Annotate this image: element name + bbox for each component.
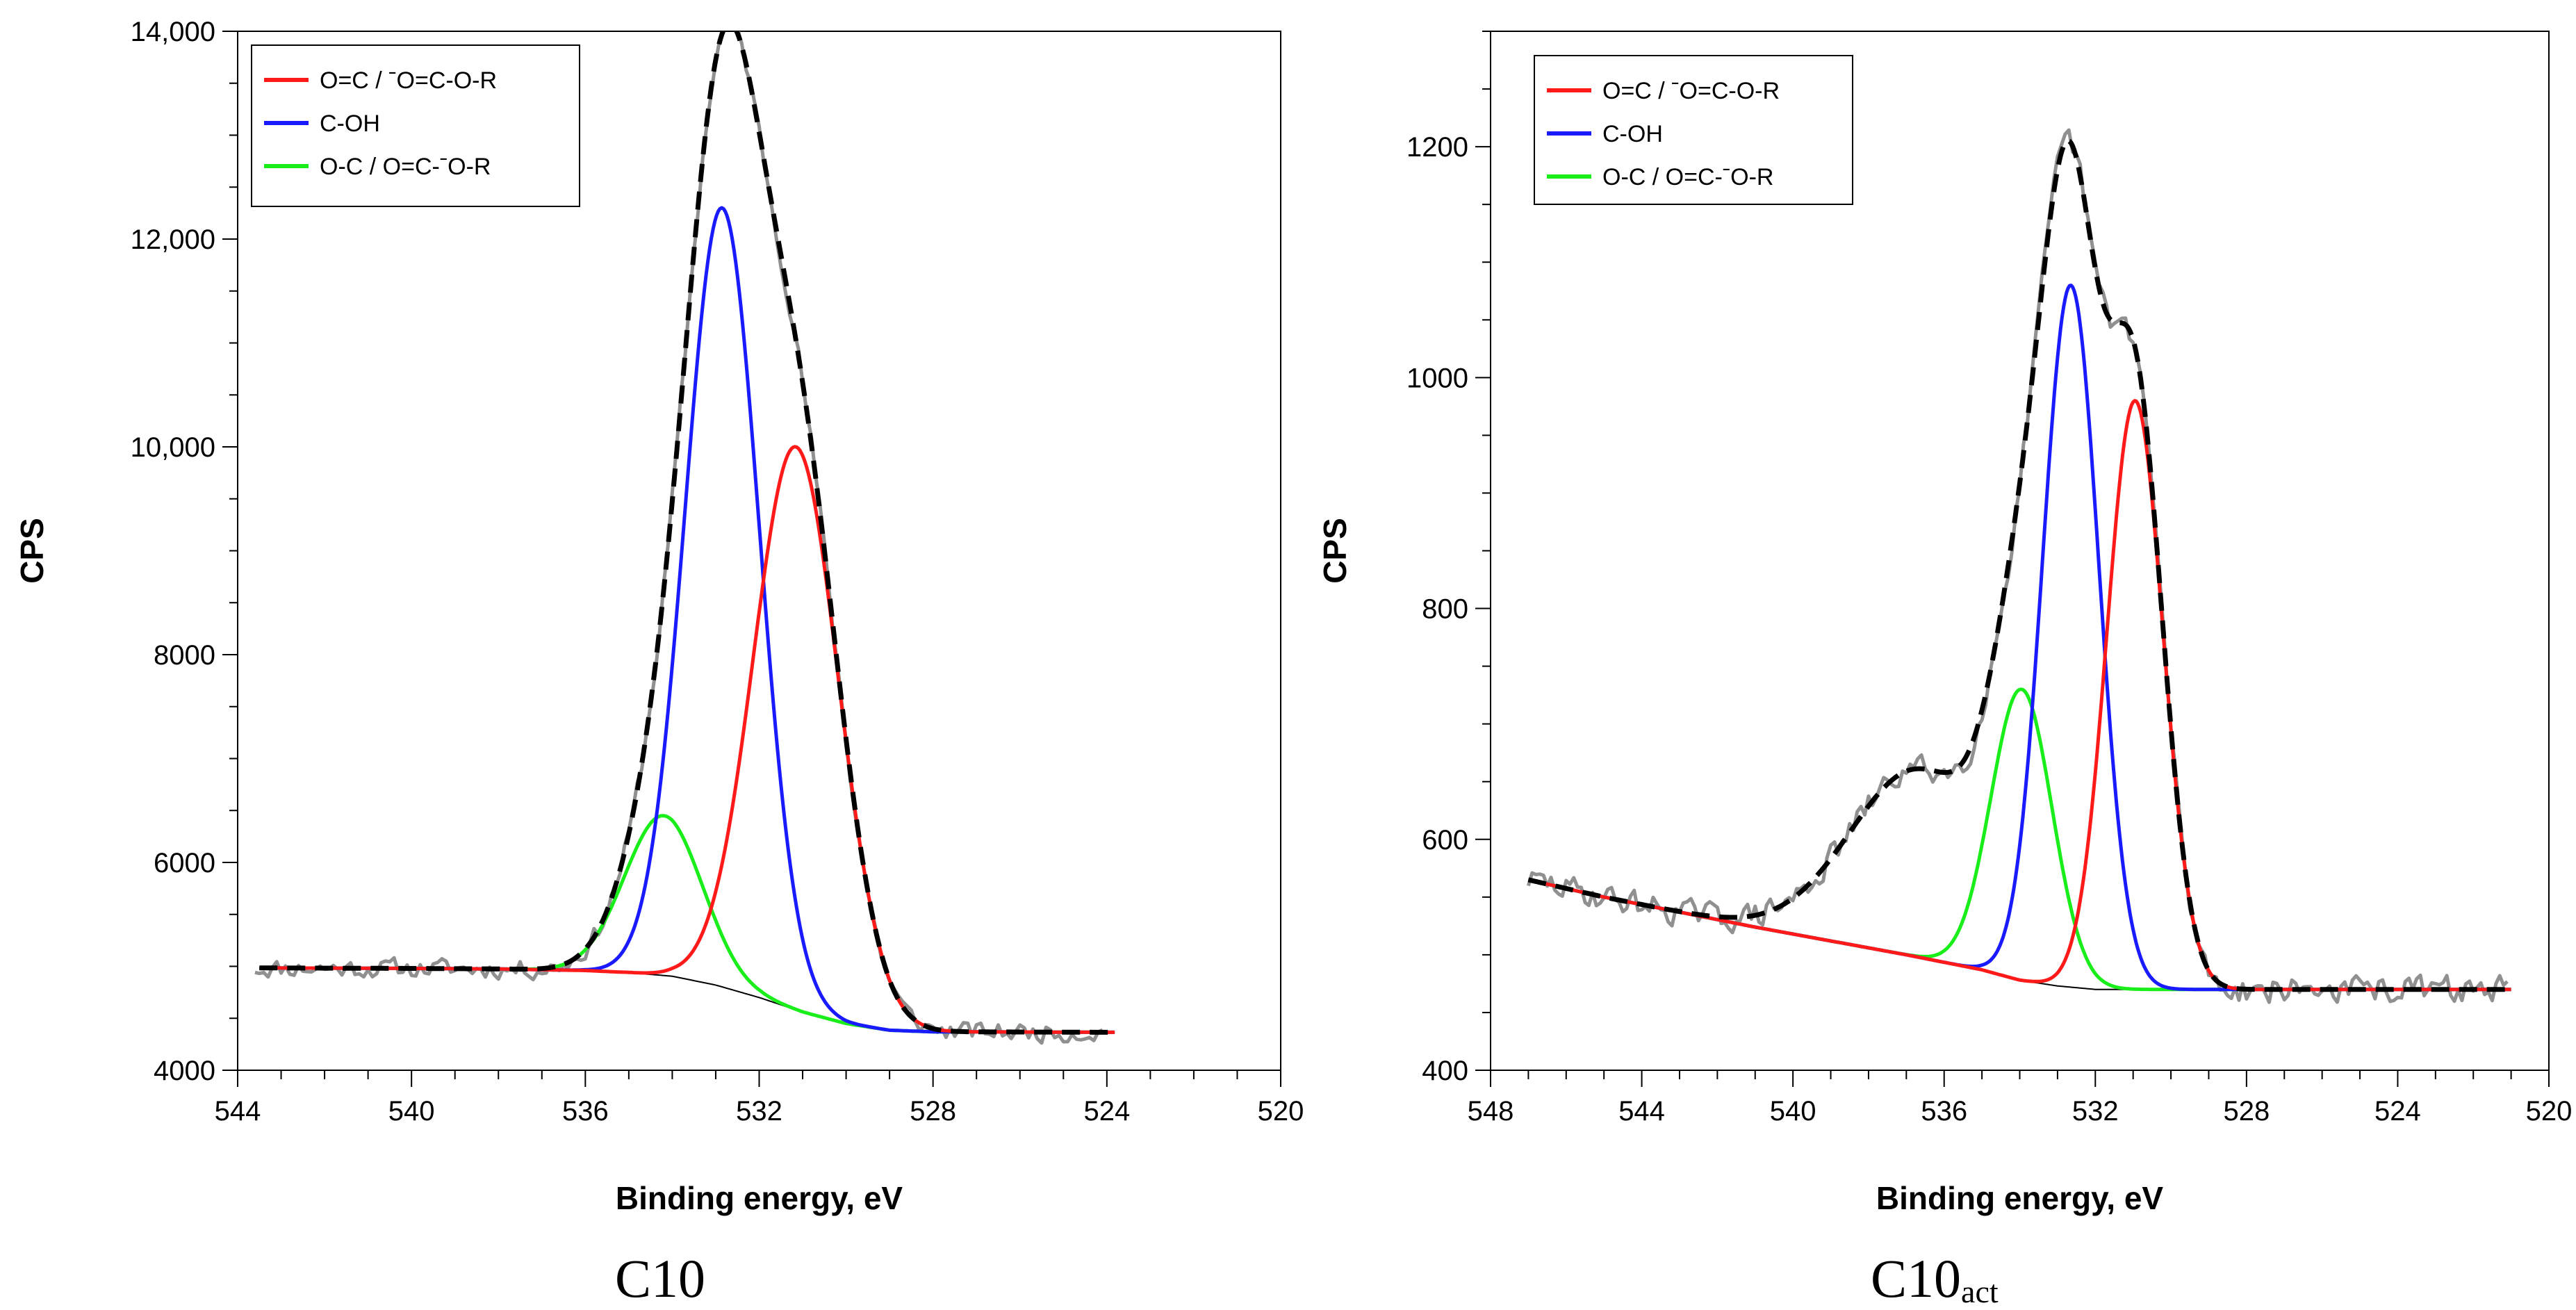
envelope-line-c10 xyxy=(259,31,1116,1035)
legend-label-c10-2: O-C / O=C-ˉO-R xyxy=(320,154,491,180)
y-tick-label-c10: 12,000 xyxy=(131,224,215,255)
x-tick-label-c10act: 536 xyxy=(1921,1096,1967,1127)
x-tick-label-c10: 520 xyxy=(1258,1096,1304,1127)
y-tick-label-c10act: 800 xyxy=(1422,594,1468,625)
x-axis-label-c10act: Binding energy, eV xyxy=(1876,1180,2164,1216)
legend-box-c10act xyxy=(1534,55,1853,205)
panel-caption-c10act-text: C10 xyxy=(1871,1248,1962,1309)
y-tick-label-c10: 4000 xyxy=(154,1056,215,1086)
panel-caption-c10act: C10act xyxy=(1871,1247,1999,1310)
x-tick-label-c10: 540 xyxy=(388,1096,435,1127)
y-tick-label-c10: 10,000 xyxy=(131,432,215,463)
x-tick-label-c10act: 528 xyxy=(2223,1096,2270,1127)
legend-label-c10-0: O=C / ˉO=C-O-R xyxy=(320,67,497,94)
series-line-c10act-1 xyxy=(1527,284,2511,992)
chart-panel-c10: 4000 6000 8000 10,000 12,000 14,000 544 540 536 5… xyxy=(14,17,1304,1216)
y-axis-label-c10: CPS xyxy=(14,518,50,584)
background-line-c10act xyxy=(1528,878,2511,990)
legend-label-c10act-1: C-OH xyxy=(1602,121,1663,147)
x-tick-label-c10: 544 xyxy=(215,1096,261,1127)
panel-caption-c10: C10 xyxy=(615,1247,705,1310)
x-tick-label-c10act: 520 xyxy=(2526,1096,2573,1127)
panel-caption-c10-text: C10 xyxy=(615,1248,706,1309)
y-tick-label-c10act: 1000 xyxy=(1406,363,1468,393)
legend-label-c10act-0: O=C / ˉO=C-O-R xyxy=(1602,78,1780,104)
envelope-line-c10act xyxy=(1527,138,2512,992)
series-line-c10-0 xyxy=(259,445,1115,1034)
raw-data-line-c10act xyxy=(1527,128,2509,1004)
x-tick-label-c10act: 548 xyxy=(1468,1096,1514,1127)
background-line-c10 xyxy=(259,967,1115,1033)
y-tick-label-c10: 14,000 xyxy=(131,17,215,47)
legend-box-c10 xyxy=(251,44,580,207)
x-tick-label-c10act: 540 xyxy=(1770,1096,1816,1127)
x-tick-label-c10: 524 xyxy=(1083,1096,1130,1127)
y-tick-label-c10act: 1200 xyxy=(1406,132,1468,163)
x-tick-label-c10: 532 xyxy=(736,1096,782,1127)
y-tick-label-c10: 8000 xyxy=(154,640,215,671)
legend-label-c10act-2: O-C / O=C-ˉO-R xyxy=(1602,164,1773,190)
legend-label-c10-1: C-OH xyxy=(320,110,380,137)
x-tick-label-c10act: 544 xyxy=(1618,1096,1665,1127)
y-tick-label-c10act: 600 xyxy=(1422,825,1468,855)
y-tick-label-c10: 6000 xyxy=(154,848,215,878)
y-axis-label-c10act: CPS xyxy=(1317,518,1353,584)
x-axis-label-c10: Binding energy, eV xyxy=(616,1180,903,1216)
series-line-c10-2 xyxy=(259,814,1115,1034)
chart-panel-c10act: 400 600 800 1000 1200 548 544 540 536 532 528 524 52… xyxy=(1317,31,2572,1216)
x-tick-label-c10: 528 xyxy=(910,1096,956,1127)
panel-caption-c10act-sub: act xyxy=(1961,1274,1999,1309)
x-tick-label-c10act: 524 xyxy=(2374,1096,2421,1127)
x-tick-label-c10act: 532 xyxy=(2072,1096,2119,1127)
x-tick-label-c10: 536 xyxy=(562,1096,609,1127)
y-tick-label-c10act: 400 xyxy=(1422,1056,1468,1086)
